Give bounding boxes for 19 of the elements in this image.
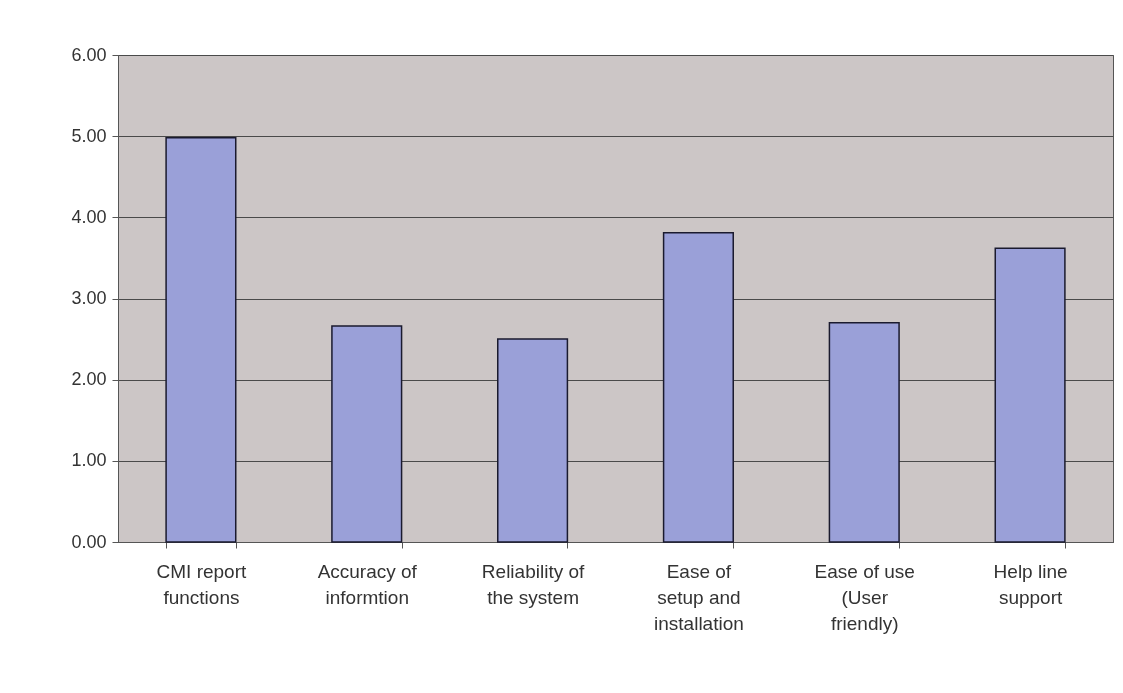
y-tick-label: 6.00 (71, 44, 107, 65)
bar (994, 247, 1066, 543)
x-tick-label: Reliability of the system (481, 560, 586, 608)
x-tick-label: Ease of setup and installation (654, 560, 744, 634)
bar (828, 322, 900, 543)
x-tick-label: CMI report functions (156, 560, 247, 608)
bar (331, 325, 403, 543)
bar (662, 232, 734, 543)
y-tick-label: 2.00 (71, 369, 107, 390)
x-tick-label: Ease of use (User friendly) (814, 560, 915, 634)
y-tick-label: 4.00 (71, 206, 107, 227)
bar (497, 338, 569, 543)
bar (165, 137, 237, 543)
y-tick-label: 1.00 (71, 450, 107, 471)
x-tick-label: Accuracy of informtion (317, 560, 418, 608)
y-tick-label: 3.00 (71, 288, 107, 308)
x-tick-label: Help line support (993, 560, 1068, 608)
y-tick-label: 0.00 (71, 531, 107, 552)
y-tick-label: 5.00 (71, 125, 107, 146)
